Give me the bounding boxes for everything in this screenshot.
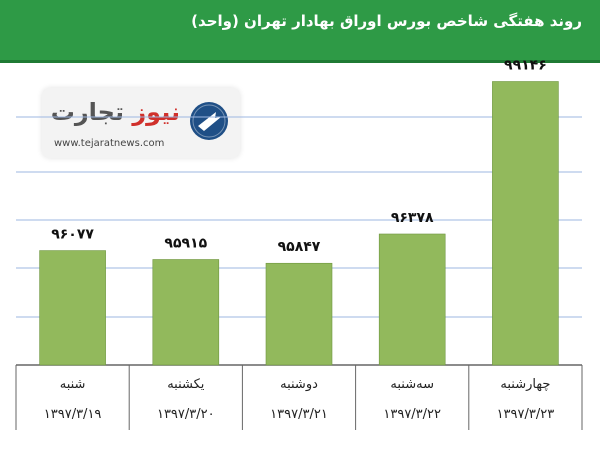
x-tick-label-2: دوشنبه [280,377,318,392]
logo-brand-main: تجارت [50,98,124,126]
logo-brand: نیوز تجارت [51,98,180,126]
logo-brand-accent: نیوز [132,98,180,126]
x-tick-label-0: شنبه [60,377,86,392]
bar-3 [378,233,446,366]
data-label-2: ۹۵۸۴۷ [278,239,321,255]
x-date-label-1: ۱۳۹۷/۳/۲۰ [157,407,215,422]
logo-emblem-icon [190,102,228,140]
x-date-label-3: ۱۳۹۷/۳/۲۲ [383,407,441,422]
x-date-label-2: ۱۳۹۷/۳/۲۱ [270,407,328,422]
x-date-label-0: ۱۳۹۷/۳/۱۹ [44,407,102,422]
x-tick-label-1: یکشنبه [167,377,205,392]
bar-2 [265,262,333,366]
x-tick-label-4: چهارشنبه [500,377,550,392]
bar-0 [39,250,106,366]
x-date-label-4: ۱۳۹۷/۳/۲۳ [497,407,555,422]
logo-domain: www.tejaratnews.com [54,138,165,149]
x-tick-label-3: سه‌شنبه [390,377,434,392]
chart-title: روند هفتگی شاخص بورس اوراق بهادار تهران … [191,12,582,30]
data-label-0: ۹۶۰۷۷ [51,227,94,243]
data-label-3: ۹۶۳۷۸ [391,210,434,226]
data-label-1: ۹۵۹۱۵ [164,236,207,252]
chart-header: روند هفتگی شاخص بورس اوراق بهادار تهران … [0,0,600,63]
bar-1 [152,259,220,366]
tejaratnews-logo: نیوز تجارت www.tejaratnews.com [42,88,240,158]
data-label-4: ۹۹۱۴۶ [504,58,547,74]
bar-4 [492,81,559,366]
